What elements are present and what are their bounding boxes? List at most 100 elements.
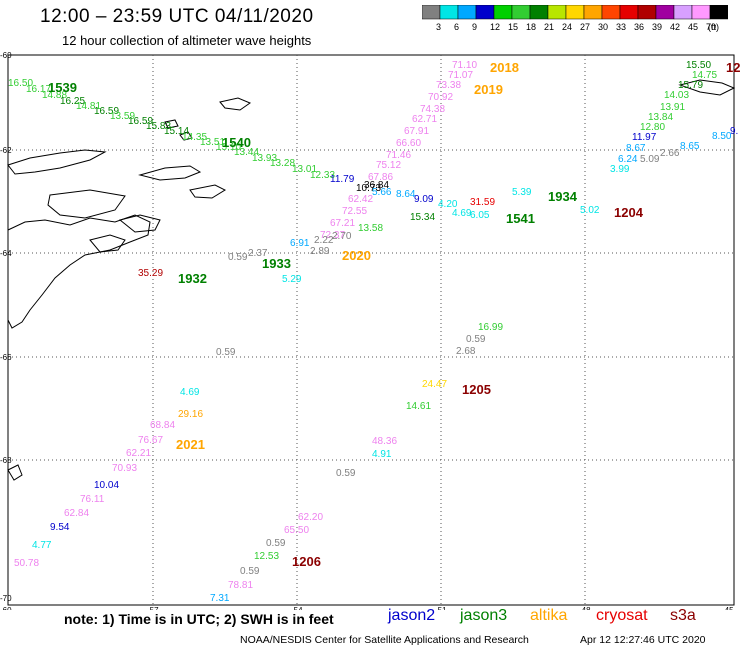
- legend-tick-label: 15: [508, 22, 519, 32]
- coastline: [118, 214, 161, 233]
- coastline: [89, 234, 126, 253]
- wave-height-value: 29.16: [178, 409, 203, 420]
- satellite-jason3: jason3: [460, 607, 508, 624]
- wave-height-value: 7.31: [210, 593, 230, 604]
- track-id-label: 12: [726, 60, 740, 75]
- wave-height-value: 2.66: [660, 148, 680, 159]
- wave-height-value: 4.20: [438, 199, 458, 210]
- wave-height-value: 11.97: [632, 132, 657, 143]
- wave-height-value: 75.12: [376, 160, 401, 171]
- map-subtitle: 12 hour collection of altimeter wave hei…: [62, 33, 312, 48]
- wave-height-value: 76.11: [80, 494, 105, 505]
- lon-tick-label: -57: [147, 606, 159, 610]
- track-id-label: 1932: [178, 271, 207, 286]
- wave-height-value: 72.37: [320, 230, 345, 241]
- wave-height-value: 8.50: [712, 131, 732, 142]
- wave-height-value: 13.93: [252, 153, 277, 164]
- wave-height-value: 12.33: [310, 170, 335, 181]
- wave-height-value: 50.78: [14, 558, 39, 569]
- legend-tick-label: 39: [652, 22, 663, 32]
- legend-swatch: [619, 5, 639, 20]
- wave-height-value: 62.71: [412, 114, 437, 125]
- track-id-label: 1204: [614, 205, 644, 220]
- legend-tick-label: 45: [688, 22, 699, 32]
- legend-swatch: [493, 5, 513, 20]
- wave-height-value: 4.69: [452, 208, 472, 219]
- legend-tick-label: 9: [472, 22, 478, 32]
- coastline: [7, 464, 23, 481]
- map-title: 12:00 – 23:59 UTC 04/11/2020: [40, 6, 314, 27]
- wave-height-value: 15.50: [686, 60, 711, 71]
- legend-tick-label: 36: [634, 22, 645, 32]
- wave-height-value: 13.01: [292, 164, 317, 175]
- coastline: [7, 149, 107, 175]
- lat-tick-label: -66: [0, 353, 12, 362]
- wave-height-value: 12.53: [254, 551, 279, 562]
- coastline: [138, 165, 202, 181]
- track-id-label: 1933: [262, 256, 291, 271]
- wave-height-value: 2.68: [456, 346, 476, 357]
- coastline: [179, 131, 193, 141]
- wave-height-value: 16.99: [478, 322, 503, 333]
- wave-height-value: 13.44: [234, 147, 259, 158]
- wave-height-value: 16.17: [26, 84, 51, 95]
- wave-height-value: 11.79: [330, 174, 355, 185]
- wave-height-value: 16.59: [128, 116, 153, 127]
- satellite-s3a: s3a: [670, 607, 696, 624]
- wave-height-value: 4.77: [32, 540, 52, 551]
- wave-height-value: 15.34: [410, 212, 435, 223]
- legend-tick-label: 33: [616, 22, 627, 32]
- wave-height-value: 66.60: [396, 138, 421, 149]
- wave-height-value: 36.84: [364, 180, 389, 191]
- wave-height-value: 15.79: [678, 80, 703, 91]
- satellite-jason2: jason2: [388, 607, 436, 624]
- wave-height-value: 13.58: [358, 223, 383, 234]
- wave-height-value: 14.03: [664, 90, 689, 101]
- wave-height-value: 10.73: [356, 183, 381, 194]
- legend-tick-label: 21: [544, 22, 555, 32]
- wave-height-value: 13.84: [648, 112, 673, 123]
- wave-height-value: 62.42: [348, 194, 373, 205]
- wave-height-value: 4.91: [372, 449, 392, 460]
- wave-height-value: 5.02: [580, 205, 600, 216]
- lat-tick-label: -70: [0, 594, 12, 603]
- legend-swatch: [655, 5, 675, 20]
- legend-tick-label: 70: [706, 22, 717, 32]
- coastline: [189, 184, 227, 199]
- wave-height-value: 15.10: [216, 142, 241, 153]
- wave-height-value: 2.89: [310, 246, 330, 257]
- wave-height-value: 68.84: [150, 420, 175, 431]
- wave-height-value: 14.75: [692, 70, 717, 81]
- legend-tick-label: 27: [580, 22, 591, 32]
- wave-height-value: 5.09: [640, 154, 660, 165]
- wave-height-value: 15.14: [164, 126, 189, 137]
- track-id-label: 1540: [222, 135, 251, 150]
- wave-height-value: 0.59: [266, 538, 286, 549]
- legend-swatch: [529, 5, 549, 20]
- wave-height-value: 31.59: [470, 197, 495, 208]
- wave-height-value: 2.22: [314, 235, 334, 246]
- legend-tick-label: 30: [598, 22, 609, 32]
- generated-timestamp: Apr 12 12:27:46 UTC 2020: [580, 634, 706, 646]
- wave-height-value: 14.81: [76, 101, 101, 112]
- track-id-label: 1934: [548, 189, 578, 204]
- legend-swatch: [511, 5, 531, 20]
- coastline: [47, 189, 126, 219]
- wave-height-value: 4.69: [180, 387, 200, 398]
- wave-height-value: 0.59: [466, 334, 486, 345]
- legend-swatch: [439, 5, 459, 20]
- lon-tick-label: -54: [291, 606, 303, 610]
- wave-height-value: 3.99: [610, 164, 630, 175]
- satellite-cryosat: cryosat: [596, 607, 648, 624]
- wave-height-value: 6.24: [618, 154, 638, 165]
- coastline: [164, 119, 179, 129]
- legend-swatch: [601, 5, 621, 20]
- wave-height-value: 0.59: [240, 566, 260, 577]
- corner-tick-label: -60: [0, 606, 12, 610]
- wave-height-value: 0.59: [216, 347, 236, 358]
- wave-height-value: 62.21: [126, 448, 151, 459]
- wave-height-value: 48.36: [372, 436, 397, 447]
- wave-height-value: 5.66: [372, 187, 392, 198]
- wave-height-value: 6.05: [470, 210, 490, 221]
